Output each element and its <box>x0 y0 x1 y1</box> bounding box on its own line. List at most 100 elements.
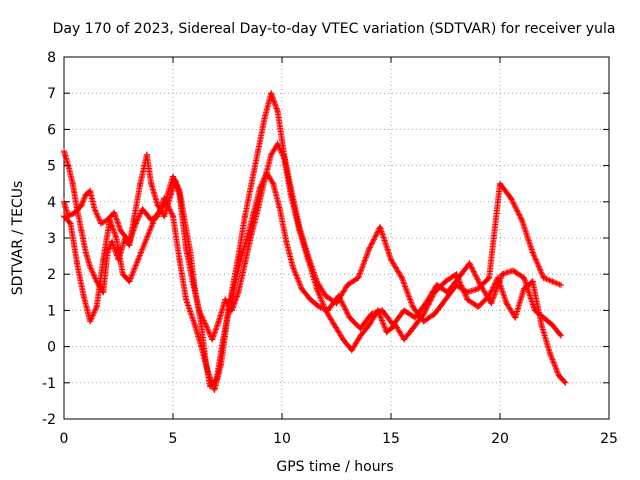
data-point <box>411 314 418 321</box>
data-point <box>409 303 416 310</box>
data-point <box>93 303 100 310</box>
data-point <box>255 206 262 213</box>
data-point <box>444 289 451 296</box>
data-point <box>287 191 294 198</box>
data-point <box>261 115 268 122</box>
y-tick-label: 1 <box>47 303 56 319</box>
data-point <box>431 311 438 318</box>
data-point <box>196 307 203 314</box>
data-point <box>322 307 329 314</box>
data-point <box>161 213 168 220</box>
data-point <box>540 274 547 281</box>
data-point <box>106 216 113 223</box>
data-point <box>189 278 196 285</box>
data-point <box>241 213 248 220</box>
data-point <box>87 318 94 325</box>
data-point <box>283 238 290 245</box>
data-point <box>211 387 218 394</box>
y-tick-label: 3 <box>47 231 56 247</box>
data-point <box>91 206 98 213</box>
data-point <box>529 278 536 285</box>
data-point <box>176 256 183 263</box>
data-point <box>237 256 244 263</box>
data-point <box>80 292 87 299</box>
data-point <box>215 318 222 325</box>
data-point <box>87 263 94 270</box>
data-point <box>316 303 323 310</box>
series-track-c <box>61 140 569 386</box>
data-point <box>464 296 471 303</box>
data-point <box>183 296 190 303</box>
data-point <box>78 227 85 234</box>
data-point <box>82 249 89 256</box>
data-point <box>148 180 155 187</box>
chart-title: Day 170 of 2023, Sidereal Day-to-day VTE… <box>53 21 616 37</box>
data-point <box>224 314 231 321</box>
data-point <box>139 206 146 213</box>
data-point <box>87 187 94 194</box>
data-point <box>540 314 547 321</box>
data-point <box>235 289 242 296</box>
x-tick-label: 20 <box>491 431 509 447</box>
data-point <box>307 296 314 303</box>
data-point <box>119 271 126 278</box>
data-point <box>507 195 514 202</box>
data-point <box>366 245 373 252</box>
data-point <box>499 271 506 278</box>
data-point <box>366 321 373 328</box>
y-tick-label: -1 <box>42 376 56 392</box>
data-point <box>209 336 216 343</box>
data-point <box>486 292 493 299</box>
data-point <box>67 220 74 227</box>
data-point <box>357 325 364 332</box>
y-tick-label: 4 <box>47 195 56 211</box>
x-tick-label: 15 <box>382 431 400 447</box>
data-point <box>268 90 275 97</box>
data-point <box>555 372 562 379</box>
data-point <box>355 274 362 281</box>
x-axis-label: GPS time / hours <box>276 459 393 475</box>
data-point <box>176 191 183 198</box>
y-axis-label: SDTVAR / TECUs <box>10 181 26 296</box>
data-point <box>420 318 427 325</box>
y-tick-label: 7 <box>47 86 56 102</box>
data-point <box>377 224 384 231</box>
data-point <box>477 282 484 289</box>
data-point <box>61 148 67 155</box>
x-tick-label: 25 <box>600 431 618 447</box>
data-point <box>562 379 569 386</box>
y-tick-label: 2 <box>47 267 56 283</box>
data-point <box>113 235 120 241</box>
data-point <box>98 220 105 227</box>
data-point <box>255 148 262 155</box>
data-point <box>228 307 235 314</box>
data-point <box>322 292 329 299</box>
data-point <box>401 307 408 314</box>
data-point <box>558 332 565 339</box>
data-point <box>82 191 89 198</box>
data-point <box>298 285 305 292</box>
data-point <box>442 278 449 285</box>
data-point <box>111 209 118 216</box>
data-point <box>392 321 399 328</box>
y-tick-label: 5 <box>47 159 56 175</box>
data-point <box>170 213 176 220</box>
data-point <box>248 180 255 187</box>
data-point <box>388 256 394 263</box>
data-point <box>132 220 139 227</box>
data-point <box>374 307 381 314</box>
data-point <box>108 238 115 245</box>
data-point <box>357 332 364 339</box>
data-point <box>475 303 482 310</box>
data-point <box>518 216 525 223</box>
data-point <box>331 321 338 328</box>
data-point <box>344 282 351 289</box>
data-point <box>520 285 527 292</box>
data-point <box>488 300 495 307</box>
data-point <box>135 256 142 263</box>
data-point <box>305 256 312 263</box>
data-point <box>549 278 556 285</box>
series-band <box>61 90 563 390</box>
data-point <box>503 300 510 307</box>
